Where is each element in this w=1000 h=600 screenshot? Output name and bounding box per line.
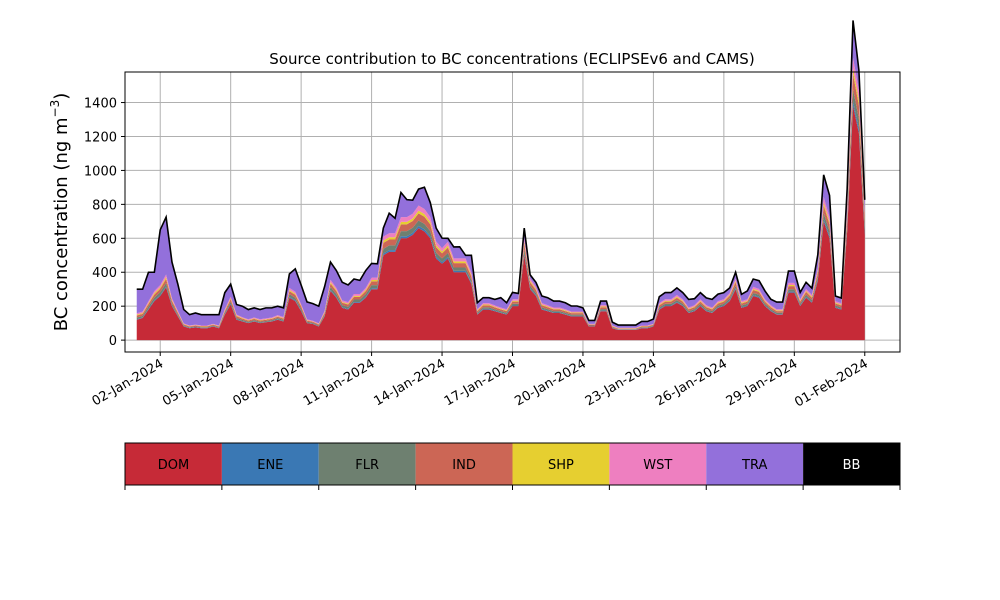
legend-swatch-flr bbox=[318, 443, 416, 485]
y-axis-label-exponent: −3 bbox=[48, 100, 62, 118]
y-axis-ticks: 0 200 400 600 800 1000 1200 1400 bbox=[84, 97, 125, 349]
y-axis-label-close: ) bbox=[51, 93, 72, 100]
x-tick-label: 29-Jan-2024 bbox=[724, 356, 801, 409]
area-ind bbox=[136, 74, 865, 330]
legend-swatch-dom bbox=[125, 443, 222, 485]
x-tick-label: 02-Jan-2024 bbox=[90, 356, 167, 409]
y-tick-label: 200 bbox=[92, 300, 117, 315]
y-tick-label: 1200 bbox=[84, 130, 117, 145]
legend-swatch-wst bbox=[609, 443, 707, 485]
x-tick-label: 26-Jan-2024 bbox=[653, 356, 730, 409]
y-axis-label-main: BC concentration (ng m bbox=[51, 117, 72, 331]
x-tick-label: 20-Jan-2024 bbox=[512, 356, 589, 409]
area-series-group bbox=[136, 20, 865, 341]
x-tick-label: 14-Jan-2024 bbox=[371, 356, 448, 409]
x-tick-label: 17-Jan-2024 bbox=[442, 356, 519, 409]
source-legend-colorbar: DOM ENE FLR IND SHP WST TRA BB bbox=[124, 442, 901, 490]
x-tick-label: 11-Jan-2024 bbox=[301, 356, 378, 409]
legend-label-shp: SHP bbox=[548, 458, 574, 473]
legend-label-bb: BB bbox=[843, 458, 861, 473]
y-tick-label: 600 bbox=[92, 232, 117, 247]
x-tick-label: 23-Jan-2024 bbox=[583, 356, 660, 409]
area-flr bbox=[136, 89, 865, 330]
y-axis-label: BC concentration (ng m−3) bbox=[48, 93, 72, 332]
legend-swatch-bb bbox=[803, 443, 900, 485]
y-tick-label: 800 bbox=[92, 198, 117, 213]
y-tick-label: 0 bbox=[109, 334, 117, 349]
total-concentration-line bbox=[136, 20, 866, 326]
legend-label-ind: IND bbox=[452, 458, 476, 473]
legend-swatch-shp bbox=[512, 443, 610, 485]
x-axis-ticks: 02-Jan-202405-Jan-202408-Jan-202411-Jan-… bbox=[90, 352, 871, 410]
x-tick-label: 08-Jan-2024 bbox=[231, 356, 308, 409]
legend-swatch-tra bbox=[706, 443, 804, 485]
legend-label-wst: WST bbox=[643, 458, 672, 473]
legend-label-tra: TRA bbox=[741, 458, 767, 473]
legend-swatch-ene bbox=[221, 443, 319, 485]
legend-label-ene: ENE bbox=[257, 458, 283, 473]
y-tick-label: 1400 bbox=[84, 97, 117, 112]
legend-label-dom: DOM bbox=[158, 458, 189, 473]
chart-title: Source contribution to BC concentrations… bbox=[269, 50, 754, 68]
legend-swatch-ind bbox=[415, 443, 513, 485]
y-tick-label: 400 bbox=[92, 266, 117, 281]
x-tick-label: 05-Jan-2024 bbox=[160, 356, 237, 409]
x-tick-label: 01-Feb-2024 bbox=[792, 356, 871, 410]
legend-label-flr: FLR bbox=[355, 458, 379, 473]
y-tick-label: 1000 bbox=[84, 164, 117, 179]
area-dom bbox=[136, 105, 865, 341]
